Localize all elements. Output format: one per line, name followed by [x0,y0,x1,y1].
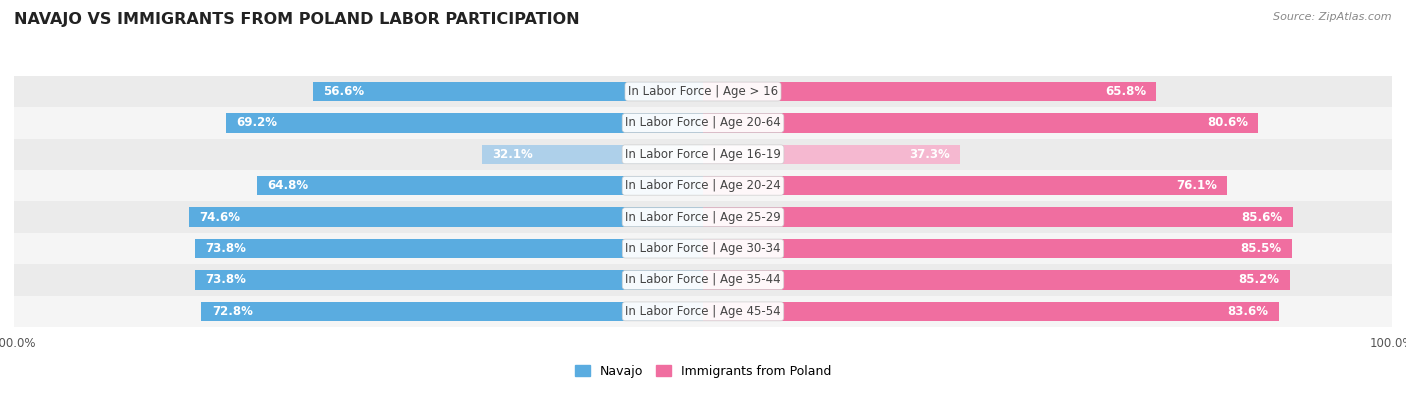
Text: NAVAJO VS IMMIGRANTS FROM POLAND LABOR PARTICIPATION: NAVAJO VS IMMIGRANTS FROM POLAND LABOR P… [14,12,579,27]
Bar [201,302,703,321]
Text: 76.1%: 76.1% [1175,179,1218,192]
Text: 83.6%: 83.6% [1227,305,1268,318]
Text: In Labor Force | Age 35-44: In Labor Force | Age 35-44 [626,273,780,286]
Text: 72.8%: 72.8% [212,305,253,318]
Bar [14,170,1392,201]
Text: In Labor Force | Age 45-54: In Labor Force | Age 45-54 [626,305,780,318]
Bar [14,264,1392,296]
Bar [482,145,703,164]
Bar [14,107,1392,139]
Bar [703,82,1156,101]
Bar [194,239,703,258]
Text: In Labor Force | Age 30-34: In Labor Force | Age 30-34 [626,242,780,255]
Text: In Labor Force | Age 25-29: In Labor Force | Age 25-29 [626,211,780,224]
Text: 32.1%: 32.1% [492,148,533,161]
Text: 37.3%: 37.3% [908,148,949,161]
Text: 73.8%: 73.8% [205,242,246,255]
Text: In Labor Force | Age 20-64: In Labor Force | Age 20-64 [626,117,780,130]
Bar [703,176,1227,196]
Bar [188,207,703,227]
Text: 85.2%: 85.2% [1239,273,1279,286]
Bar [703,270,1289,290]
Text: In Labor Force | Age 20-24: In Labor Force | Age 20-24 [626,179,780,192]
Bar [14,233,1392,264]
Text: 73.8%: 73.8% [205,273,246,286]
Bar [703,145,960,164]
Text: In Labor Force | Age 16-19: In Labor Force | Age 16-19 [626,148,780,161]
Text: 65.8%: 65.8% [1105,85,1146,98]
Bar [14,139,1392,170]
Bar [194,270,703,290]
Text: Source: ZipAtlas.com: Source: ZipAtlas.com [1274,12,1392,22]
Bar [703,302,1279,321]
Bar [226,113,703,133]
Text: 56.6%: 56.6% [323,85,364,98]
Bar [14,201,1392,233]
Text: In Labor Force | Age > 16: In Labor Force | Age > 16 [628,85,778,98]
Bar [14,296,1392,327]
Bar [314,82,703,101]
Text: 74.6%: 74.6% [200,211,240,224]
Text: 69.2%: 69.2% [236,117,277,130]
Bar [703,113,1258,133]
Bar [14,76,1392,107]
Bar [703,239,1292,258]
Bar [256,176,703,196]
Legend: Navajo, Immigrants from Poland: Navajo, Immigrants from Poland [569,360,837,383]
Text: 85.6%: 85.6% [1241,211,1282,224]
Text: 85.5%: 85.5% [1240,242,1282,255]
Text: 80.6%: 80.6% [1206,117,1249,130]
Bar [703,207,1292,227]
Text: 64.8%: 64.8% [267,179,308,192]
